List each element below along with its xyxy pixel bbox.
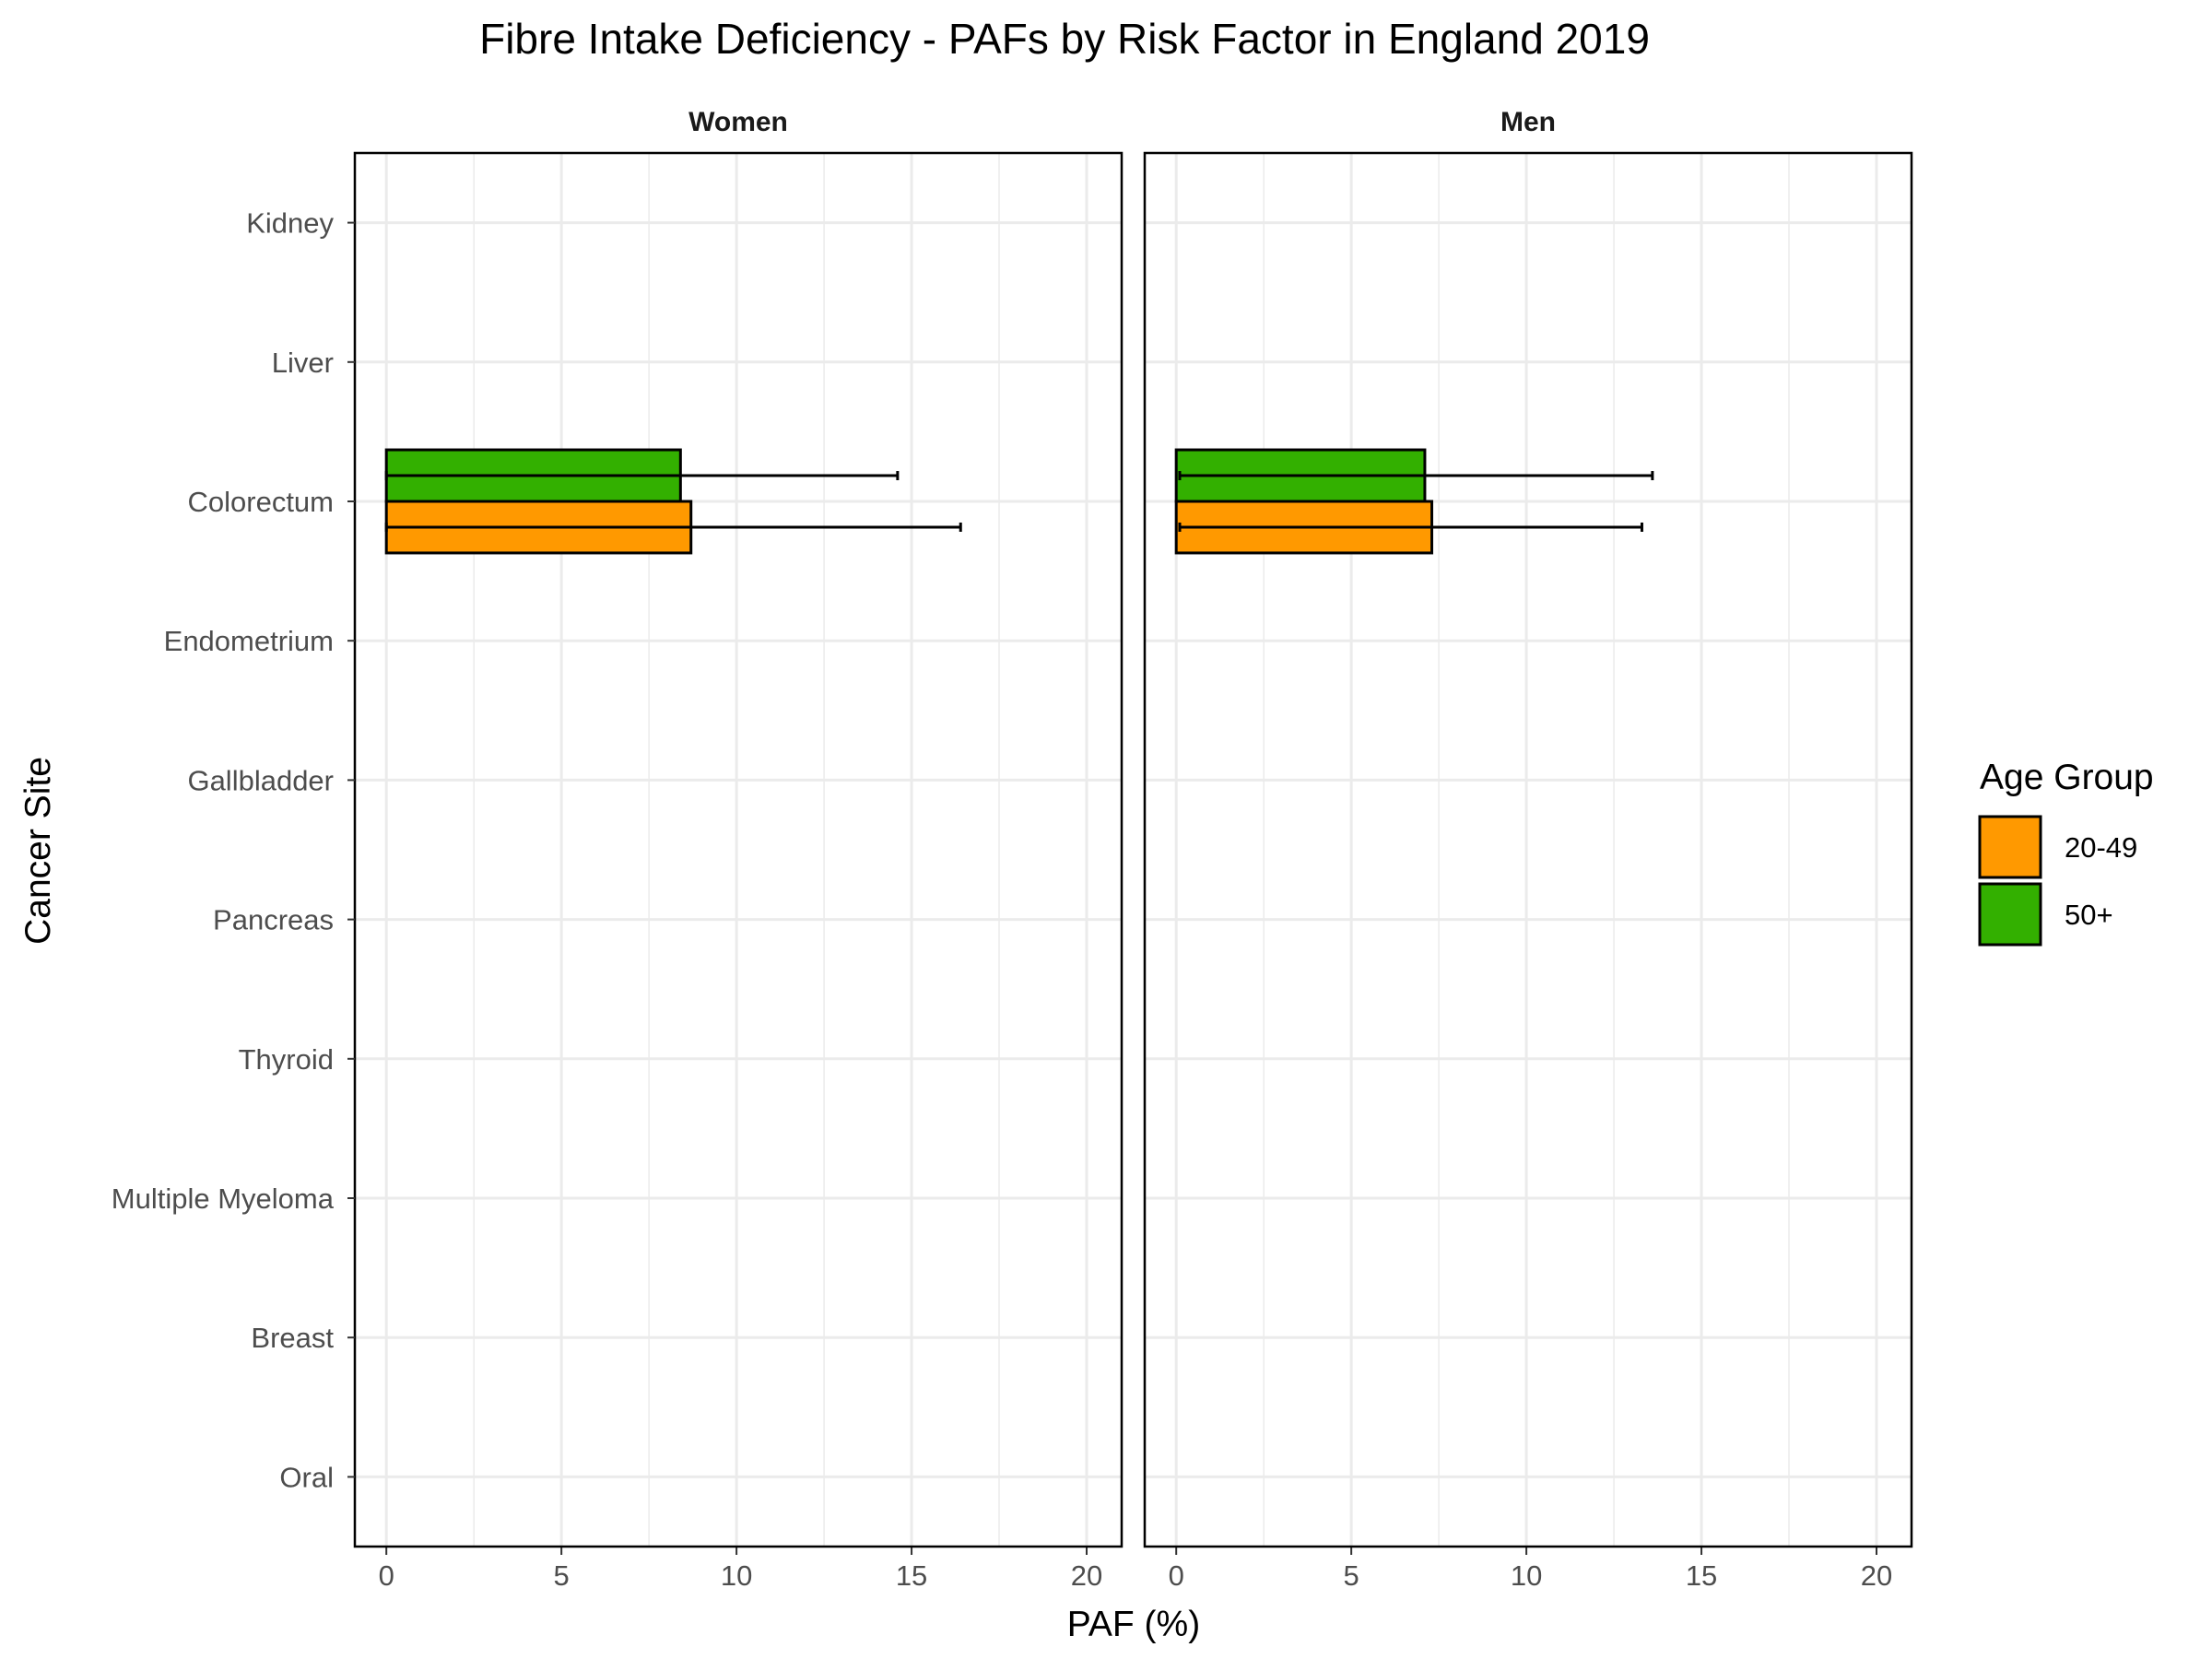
- y-axis-title: Cancer Site: [18, 757, 58, 945]
- panel-women: Women 0 5 10 15 20: [353, 107, 1124, 1592]
- legend-key-20-49: [1978, 815, 2042, 879]
- strip-label-women: Women: [688, 107, 788, 137]
- panel-border: [1143, 151, 1913, 1548]
- facet-panels: Women 0 5 10 15 20 Men 0 5 10 15 20: [353, 107, 1913, 1592]
- x-axis-title: PAF (%): [1067, 1605, 1200, 1644]
- legend-label-20-49: 20-49: [2065, 831, 2137, 864]
- y-tick-label-oral: Oral: [279, 1461, 334, 1493]
- y-tick-label-gallbladder: Gallbladder: [187, 764, 334, 796]
- legend-label-50: 50+: [2065, 899, 2113, 931]
- y-tick-label-multiple-myeloma: Multiple Myeloma: [112, 1182, 335, 1215]
- y-tick-label-colorectum: Colorectum: [188, 486, 335, 518]
- legend-key-50: [1978, 882, 2042, 947]
- x-tick-label: 15: [1686, 1559, 1717, 1592]
- y-tick-label-thyroid: Thyroid: [239, 1043, 334, 1076]
- chart-title: Fibre Intake Deficiency - PAFs by Risk F…: [479, 15, 1650, 63]
- x-tick-label: 0: [1169, 1559, 1184, 1592]
- y-tick-label-breast: Breast: [251, 1322, 334, 1354]
- y-tick-label-endometrium: Endometrium: [164, 625, 334, 657]
- x-tick-label: 0: [379, 1559, 394, 1592]
- legend-title: Age Group: [1980, 758, 2154, 797]
- panel-men: Men 0 5 10 15 20: [1143, 107, 1913, 1592]
- x-tick-label: 5: [554, 1559, 570, 1592]
- x-tick-label: 15: [896, 1559, 927, 1592]
- y-tick-label-pancreas: Pancreas: [213, 904, 334, 936]
- x-tick-label: 20: [1861, 1559, 1892, 1592]
- x-tick-label: 20: [1071, 1559, 1102, 1592]
- x-tick-label: 10: [1511, 1559, 1542, 1592]
- strip-label-men: Men: [1500, 107, 1556, 137]
- legend: Age Group 20-49 50+: [1978, 758, 2154, 947]
- panel-border: [353, 151, 1124, 1548]
- x-tick-label: 10: [721, 1559, 752, 1592]
- y-tick-label-liver: Liver: [272, 347, 334, 379]
- y-axis: Kidney Liver Colorectum Endometrium Gallblad…: [112, 207, 355, 1493]
- x-tick-label: 5: [1344, 1559, 1359, 1592]
- y-tick-label-kidney: Kidney: [246, 207, 334, 240]
